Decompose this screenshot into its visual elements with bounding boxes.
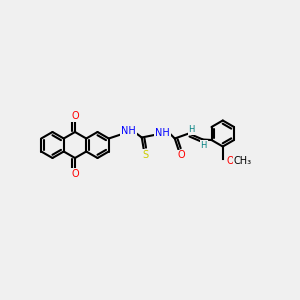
Text: S: S [143, 149, 149, 160]
Text: O: O [178, 151, 186, 160]
Text: CH₃: CH₃ [234, 155, 252, 166]
Text: H: H [189, 125, 195, 134]
Text: O: O [71, 169, 79, 179]
Text: H: H [201, 141, 207, 150]
Text: O: O [71, 111, 79, 121]
Text: O: O [227, 155, 235, 166]
Text: NH: NH [155, 128, 170, 137]
Text: NH: NH [122, 127, 136, 136]
